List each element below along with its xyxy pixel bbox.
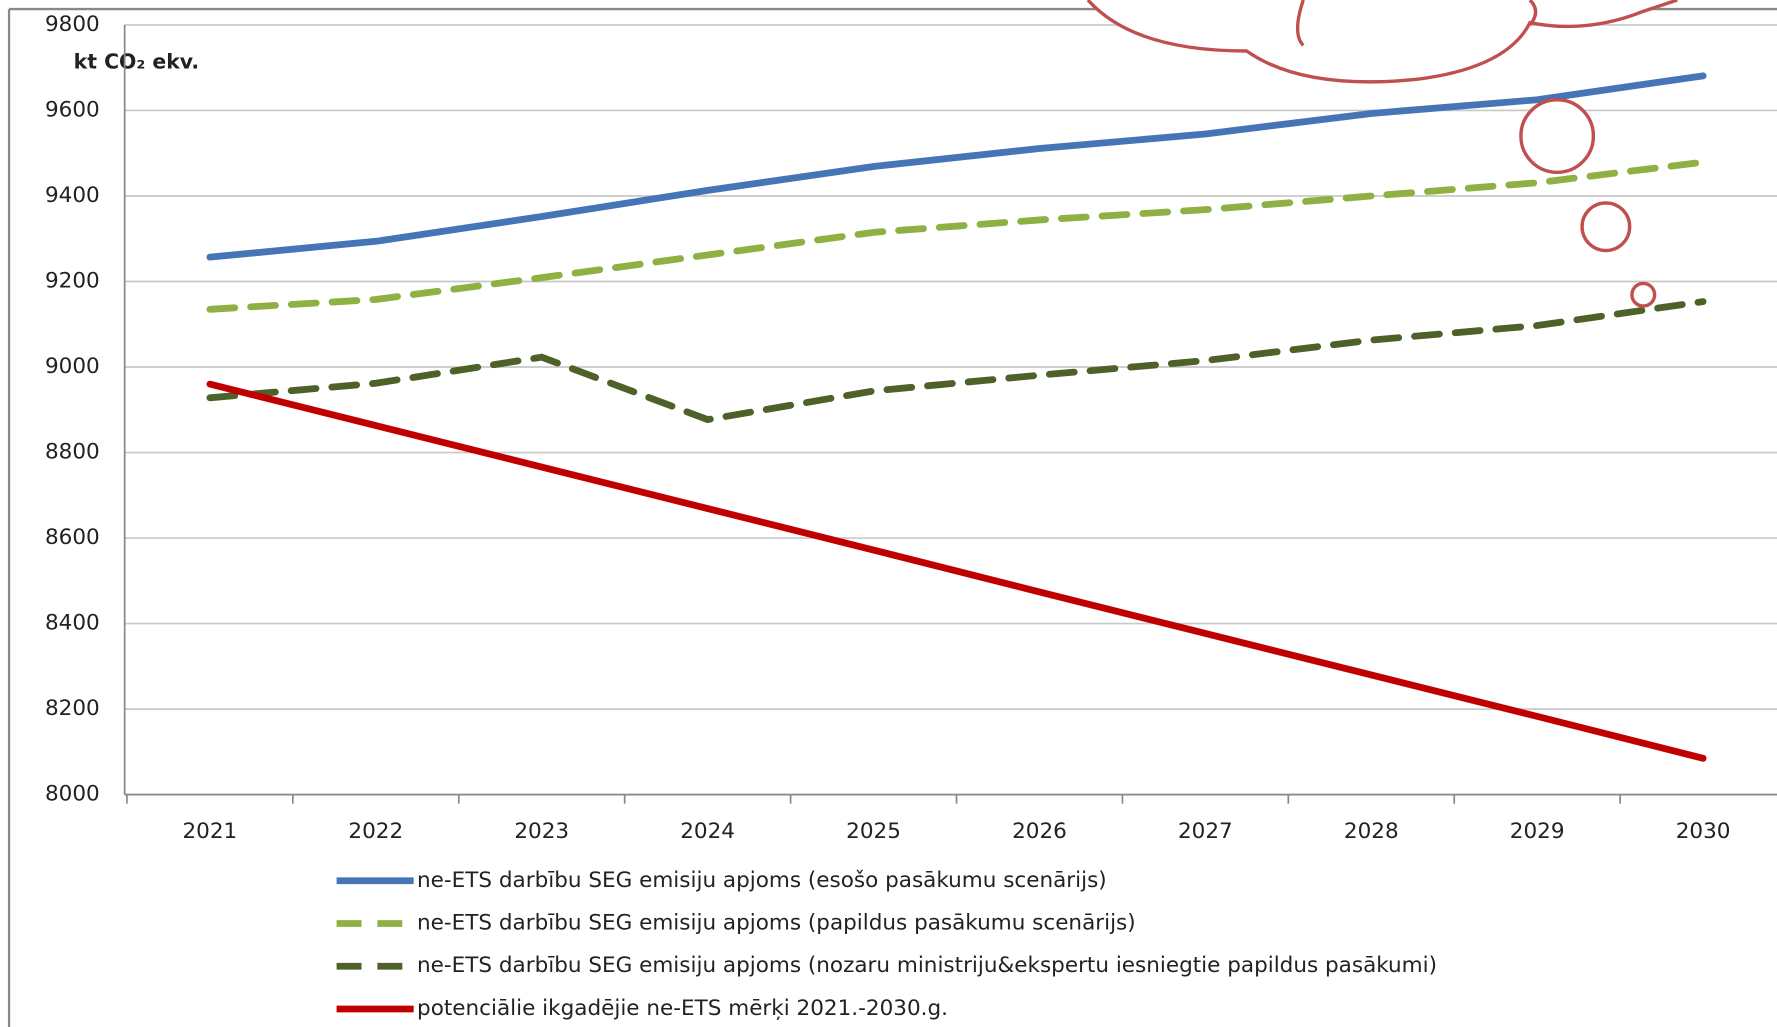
- chart: kt CO₂ ekv. 8000 8200 8400 8600 8800 9000 9200…: [0, 0, 1777, 1027]
- series-line: [210, 302, 1703, 420]
- series-line: [210, 76, 1703, 257]
- y-tick-label: 8600: [45, 525, 100, 550]
- y-tick-label: 9400: [45, 183, 100, 208]
- x-tick-label: 2027: [1178, 819, 1233, 844]
- x-tick-label: 2028: [1344, 819, 1399, 844]
- x-tick-label: 2022: [348, 819, 403, 844]
- x-tick-label: 2021: [183, 819, 238, 844]
- x-tick-label: 2025: [846, 819, 901, 844]
- thought-cloud: [1088, 0, 1677, 306]
- y-tick-label: 9800: [45, 12, 100, 37]
- y-axis-label: kt CO₂ ekv.: [74, 49, 199, 73]
- x-tick-label: 2023: [514, 819, 569, 844]
- legend-label: potenciālie ikgadējie ne-ETS mērķi 2021.…: [417, 996, 948, 1021]
- y-tick-label: 8200: [45, 696, 100, 721]
- y-tick-label: 8800: [45, 440, 100, 465]
- series-line: [210, 384, 1703, 758]
- legend-label: ne-ETS darbību SEG emisiju apjoms (papil…: [417, 911, 1136, 936]
- x-tick-label: 2024: [680, 819, 735, 844]
- y-tick-label: 8400: [45, 611, 100, 636]
- y-tick-label: 9200: [45, 268, 100, 293]
- legend-label: ne-ETS darbību SEG emisiju apjoms (nozar…: [417, 953, 1437, 978]
- legend-label: ne-ETS darbību SEG emisiju apjoms (esošo…: [417, 868, 1107, 893]
- x-tick-label: 2030: [1676, 819, 1731, 844]
- y-tick-label: 9600: [45, 97, 100, 122]
- y-tick-label: 9000: [45, 354, 100, 379]
- page: {"chart_data": {"type": "line", "y_label…: [0, 0, 1777, 1027]
- y-tick-label: 8000: [45, 782, 100, 807]
- x-tick-label: 2029: [1510, 819, 1565, 844]
- x-tick-label: 2026: [1012, 819, 1067, 844]
